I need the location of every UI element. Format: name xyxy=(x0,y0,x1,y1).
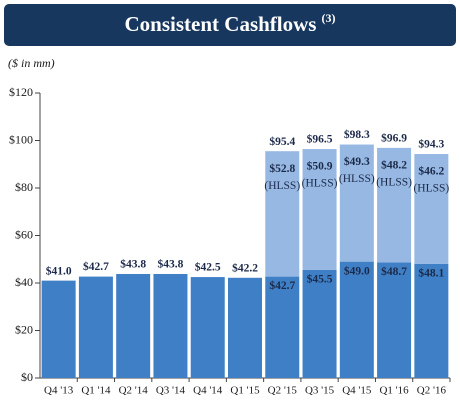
bar-segment xyxy=(377,147,412,263)
bar-segment xyxy=(228,277,262,378)
bar-segment xyxy=(377,262,412,378)
subtitle: ($ in mm) xyxy=(8,56,55,70)
y-tick-label: $40 xyxy=(15,275,33,289)
y-tick-label: $100 xyxy=(9,132,33,146)
bar-segment xyxy=(339,261,374,378)
x-tick-label: Q4 '15 xyxy=(342,385,372,397)
value-label: $48.7 xyxy=(381,265,407,278)
value-label: $52.8 xyxy=(269,162,295,175)
bar-segment xyxy=(265,276,300,378)
y-tick-label: $20 xyxy=(15,322,33,336)
value-label: $43.8 xyxy=(158,258,184,271)
value-label: $42.7 xyxy=(269,279,295,292)
y-tick-label: $120 xyxy=(9,85,33,99)
total-label: $98.3 xyxy=(344,128,370,141)
value-label: $42.7 xyxy=(83,260,109,273)
value-label: $42.5 xyxy=(195,261,221,274)
total-label: $94.3 xyxy=(418,138,444,151)
chart-title: Consistent Cashflows (3) xyxy=(125,11,336,36)
bar-segment xyxy=(41,280,76,378)
total-label: $96.5 xyxy=(307,132,333,145)
value-label: $45.5 xyxy=(307,273,333,286)
x-tick-label: Q3 '15 xyxy=(305,385,335,397)
bar-segment xyxy=(414,154,449,264)
x-tick-label: Q1 '14 xyxy=(81,385,111,397)
x-tick-label: Q2 '16 xyxy=(417,385,447,397)
bar-segment xyxy=(414,263,449,378)
bar-segment xyxy=(153,273,188,378)
bar-segment xyxy=(339,144,374,262)
y-tick-label: $80 xyxy=(15,180,33,194)
segment-name: (HLSS) xyxy=(413,183,449,195)
bar-segment xyxy=(190,277,225,378)
x-tick-label: Q2 '14 xyxy=(119,385,149,397)
value-label: $46.2 xyxy=(418,165,444,178)
bar-segment xyxy=(78,276,113,378)
value-label: $49.0 xyxy=(344,264,370,277)
x-tick-label: Q2 '15 xyxy=(268,385,298,397)
value-label: $42.2 xyxy=(232,261,258,274)
bar-segment xyxy=(302,269,337,378)
value-label: $41.0 xyxy=(46,264,72,277)
title-banner xyxy=(4,4,456,46)
total-label: $95.4 xyxy=(269,135,295,148)
segment-name: (HLSS) xyxy=(264,180,300,192)
segment-name: (HLSS) xyxy=(302,178,338,190)
x-tick-label: Q1 '15 xyxy=(230,385,260,397)
title-note: (3) xyxy=(321,11,335,25)
segment-name: (HLSS) xyxy=(339,173,375,185)
y-tick-label: $60 xyxy=(15,227,33,241)
value-label: $43.8 xyxy=(120,258,146,271)
value-label: $48.2 xyxy=(381,159,407,172)
value-label: $48.1 xyxy=(418,266,444,279)
bar-segment xyxy=(116,273,151,378)
x-tick-label: Q1 '16 xyxy=(379,385,409,397)
total-label: $96.9 xyxy=(381,132,407,145)
bar-segment xyxy=(302,149,337,270)
bar-segment xyxy=(265,151,300,277)
y-tick-label: $0 xyxy=(21,370,33,384)
value-label: $49.3 xyxy=(344,155,370,168)
x-tick-label: Q4 '13 xyxy=(44,385,74,397)
segment-name: (HLSS) xyxy=(376,177,412,189)
x-tick-label: Q4 '14 xyxy=(193,385,223,397)
x-tick-label: Q3 '14 xyxy=(156,385,186,397)
title-text: Consistent Cashflows xyxy=(125,12,317,36)
value-label: $50.9 xyxy=(307,160,333,173)
